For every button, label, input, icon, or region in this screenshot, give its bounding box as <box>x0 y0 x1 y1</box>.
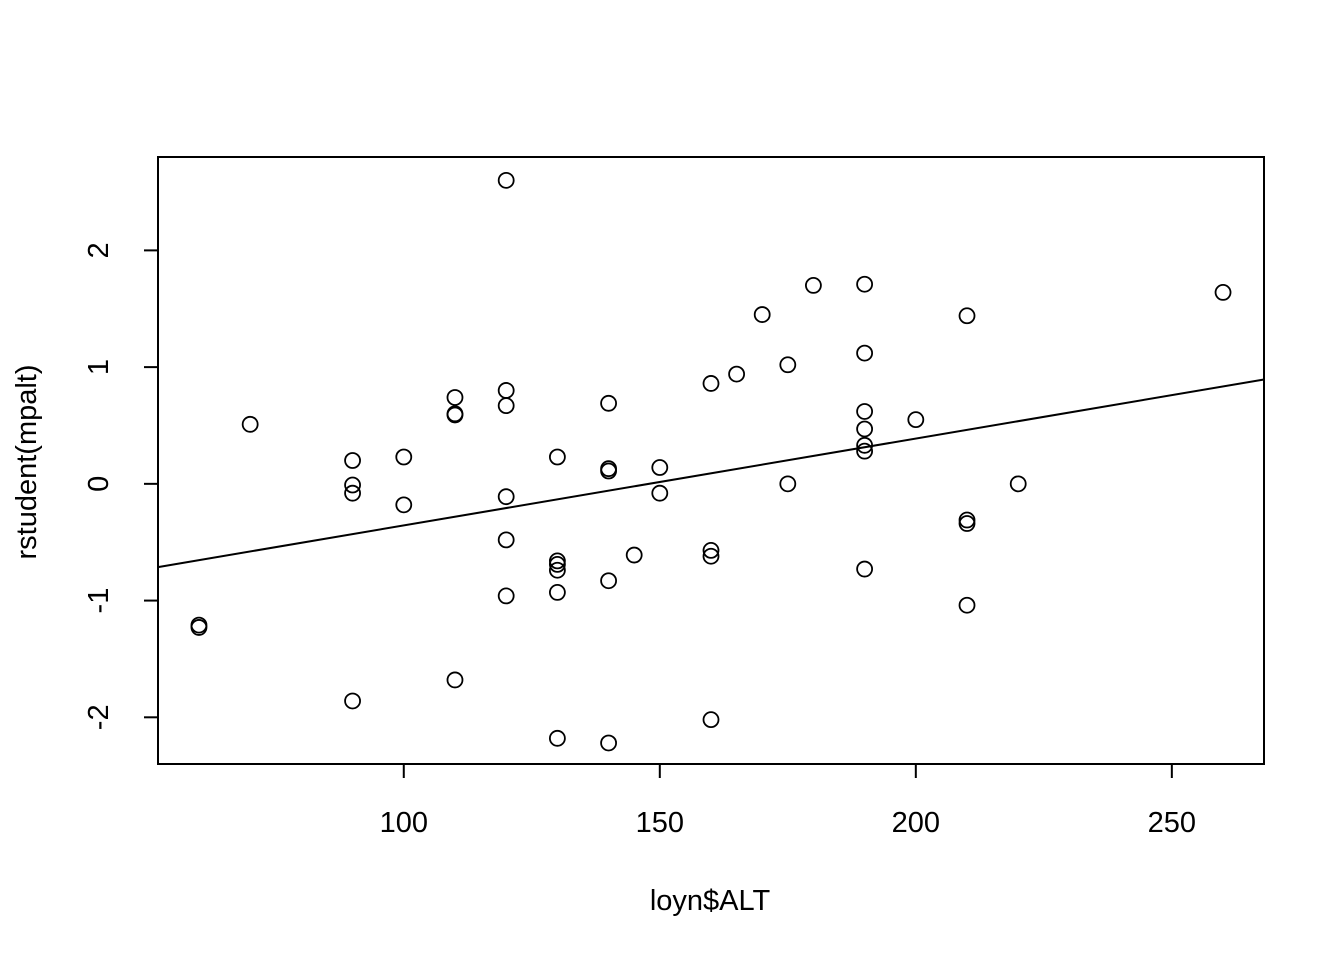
data-point <box>446 671 464 689</box>
data-points <box>190 171 1232 752</box>
y-axis: -2 -1 0 1 2 <box>83 242 159 730</box>
data-point <box>241 415 259 433</box>
data-point <box>779 356 797 374</box>
data-point <box>344 452 361 469</box>
data-point <box>958 307 976 325</box>
data-point <box>548 584 566 601</box>
data-point <box>548 555 566 573</box>
data-point <box>958 515 976 532</box>
plot-area-border <box>157 156 1265 765</box>
data-point <box>1009 475 1027 493</box>
data-point <box>856 420 874 438</box>
data-point <box>856 560 874 578</box>
data-point <box>856 403 874 420</box>
data-point <box>702 547 720 565</box>
data-point <box>497 171 515 189</box>
data-point <box>728 365 746 383</box>
data-point <box>856 442 874 460</box>
data-point <box>856 275 874 293</box>
data-point <box>702 375 720 392</box>
y-tick-label: -1 <box>83 588 115 614</box>
data-point <box>702 711 720 729</box>
data-point <box>856 344 874 362</box>
data-point <box>497 397 515 415</box>
regression-line <box>157 378 1265 569</box>
data-point <box>446 406 464 424</box>
data-point <box>625 546 643 564</box>
data-point <box>344 692 361 710</box>
data-point <box>548 561 566 579</box>
data-point <box>651 484 669 502</box>
data-point <box>548 448 566 466</box>
data-point <box>779 475 797 493</box>
x-tick-label: 100 <box>380 807 428 839</box>
data-point <box>805 277 822 294</box>
data-point <box>497 488 515 506</box>
x-tick-label: 200 <box>892 807 940 839</box>
y-axis-label: rstudent(mpalt) <box>11 364 43 559</box>
y-tick-label: 2 <box>83 242 115 258</box>
data-point <box>548 729 566 747</box>
data-point <box>600 734 617 752</box>
y-tick-label: 0 <box>83 476 115 492</box>
data-point <box>753 306 771 323</box>
data-point <box>907 411 925 429</box>
data-point <box>1214 284 1232 301</box>
data-point <box>344 484 361 502</box>
data-point <box>190 619 208 636</box>
data-point <box>497 587 515 605</box>
y-tick-label: -2 <box>83 704 115 730</box>
y-tick-label: 1 <box>83 359 115 375</box>
x-axis: 100 150 200 250 <box>380 763 1196 839</box>
data-point <box>651 459 669 476</box>
x-axis-label: loyn$ALT <box>650 885 771 917</box>
data-point <box>958 596 976 614</box>
data-point <box>344 476 361 494</box>
data-point <box>600 462 617 480</box>
data-point <box>395 448 413 466</box>
data-point <box>395 496 413 514</box>
data-point <box>497 382 515 399</box>
data-point <box>600 394 617 412</box>
x-tick-label: 250 <box>1148 807 1196 839</box>
data-point <box>958 511 976 529</box>
data-point <box>702 541 720 559</box>
data-point <box>446 389 464 406</box>
data-point <box>497 531 515 549</box>
x-tick-label: 150 <box>636 807 684 839</box>
data-point <box>600 572 617 590</box>
